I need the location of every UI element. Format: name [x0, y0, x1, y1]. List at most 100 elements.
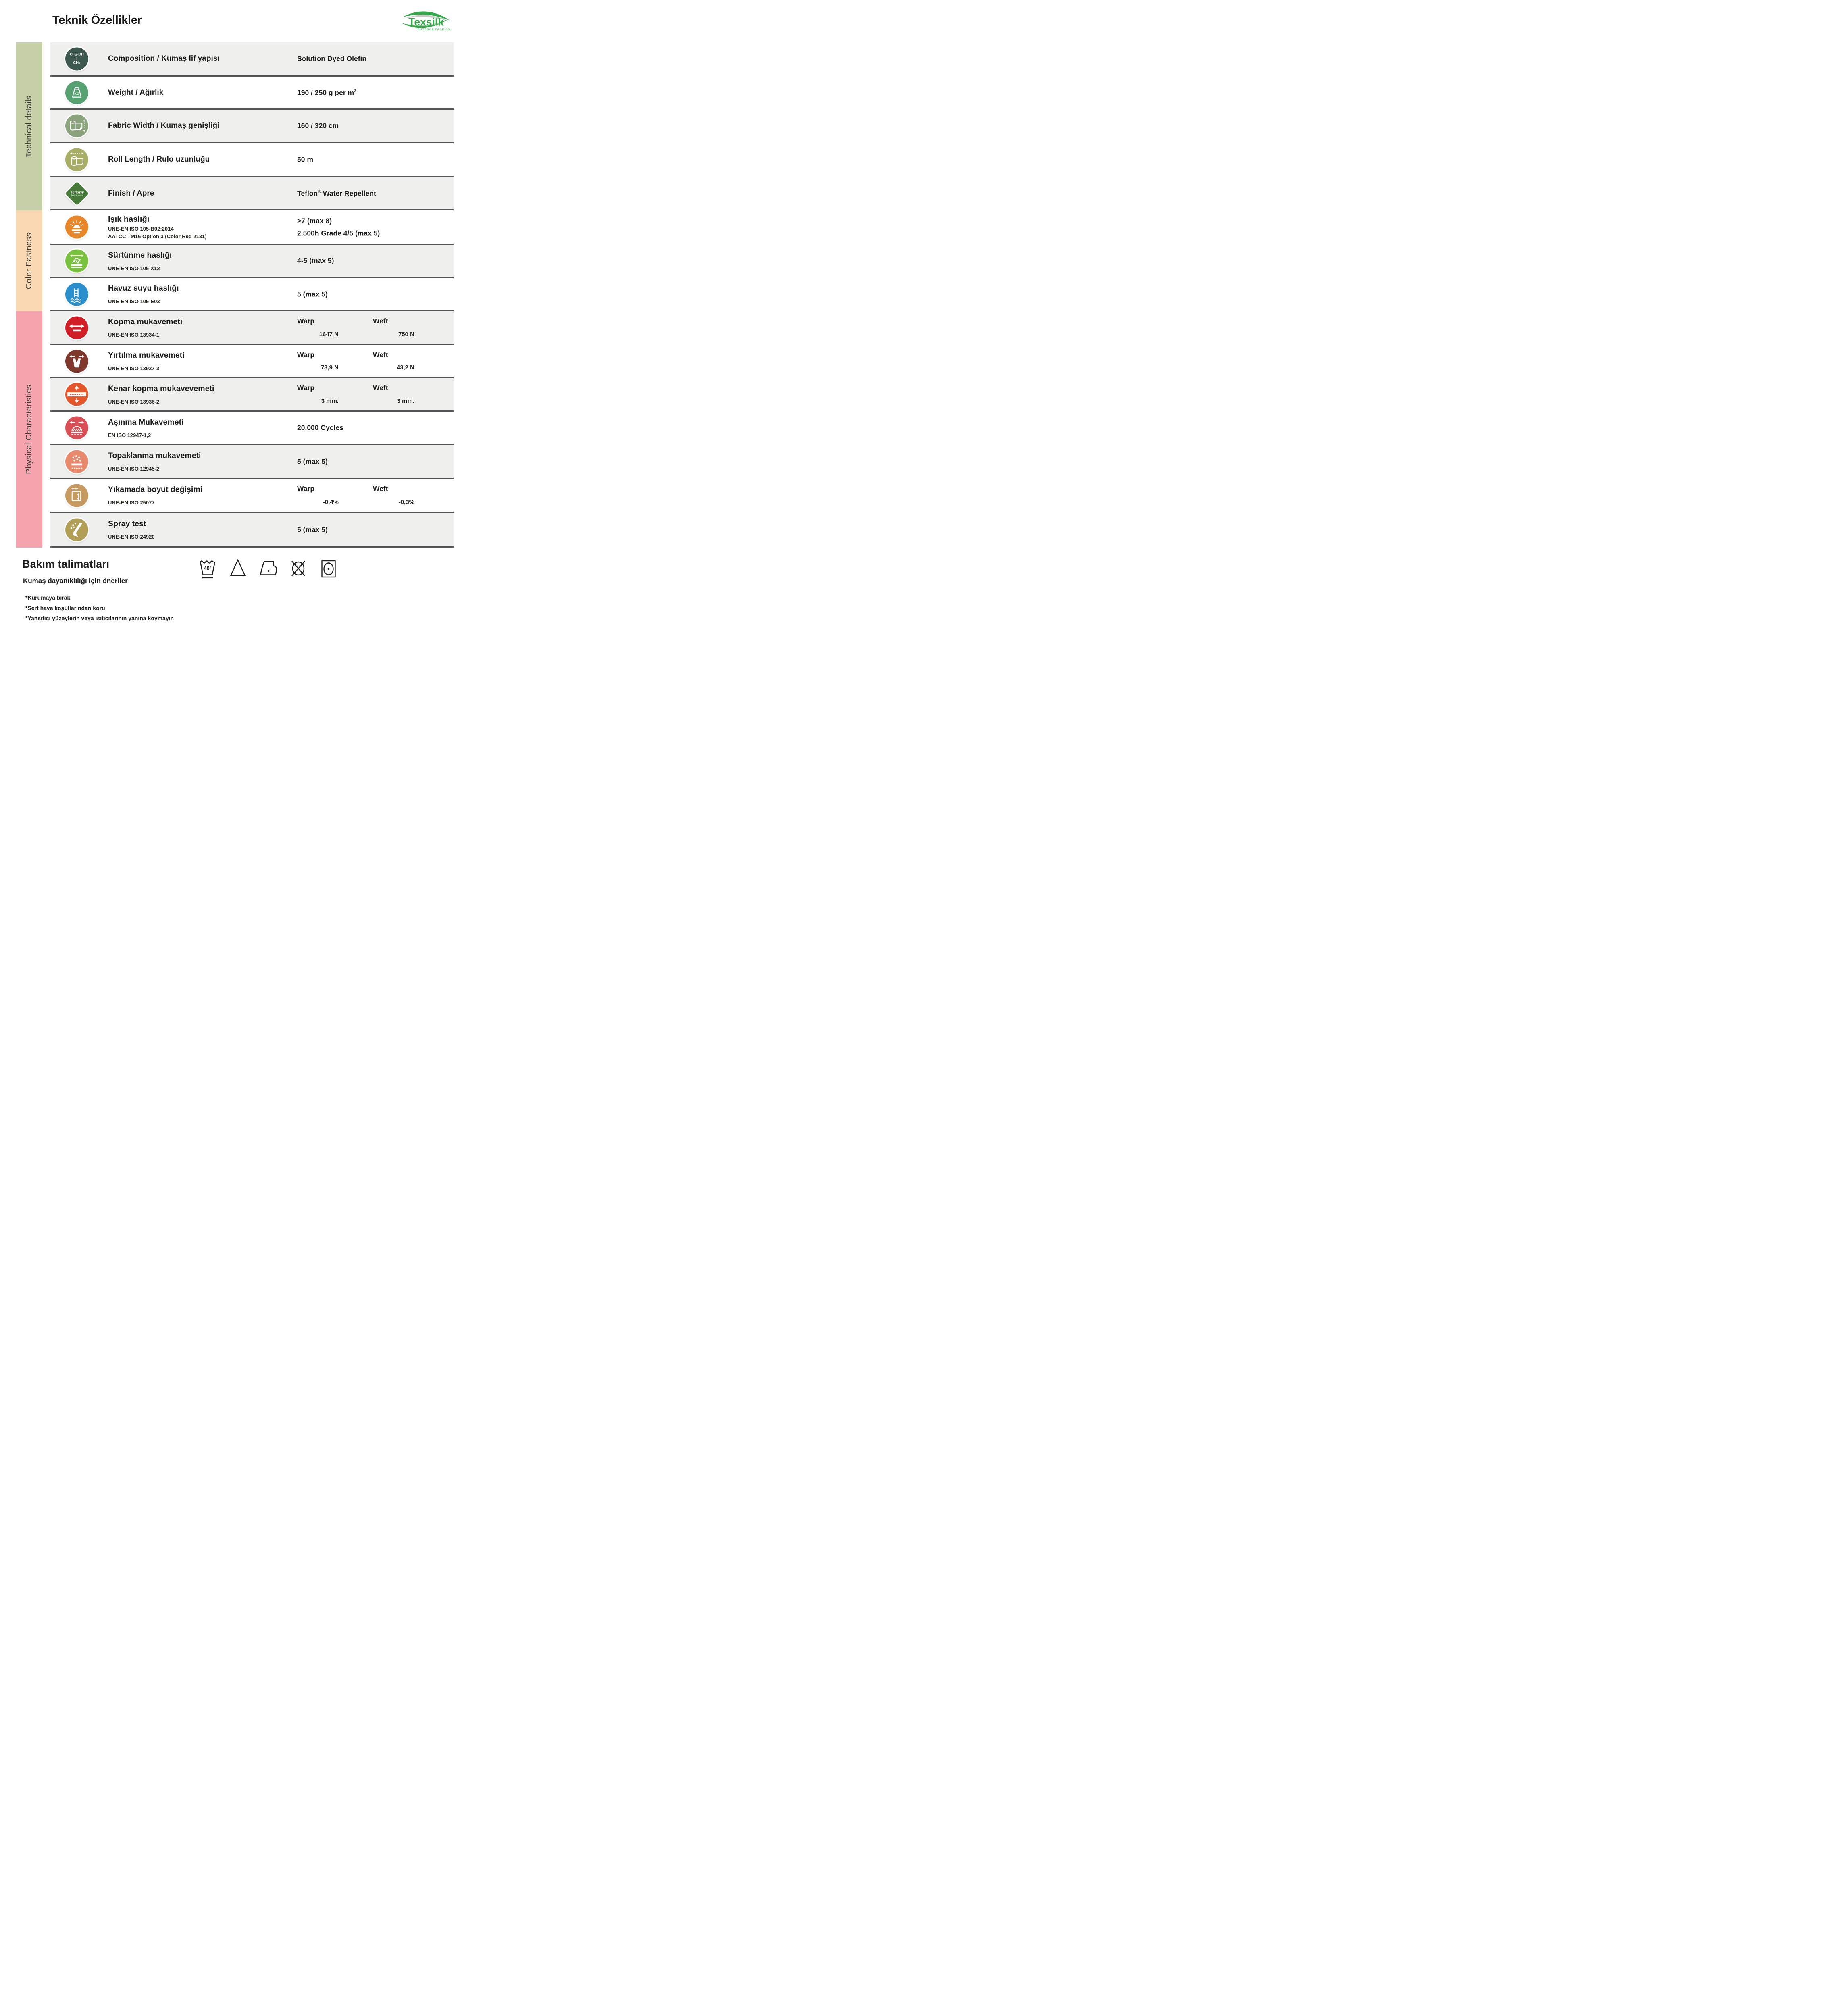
spray-test-icon: [65, 518, 88, 541]
row-label: Roll Length / Rulo uzunluğu: [108, 155, 210, 164]
svg-text:40º: 40º: [204, 566, 212, 571]
weft-value: 43,2 N: [396, 364, 414, 371]
warp-weft-values: Warp 3 mm. Weft 3 mm.: [297, 378, 418, 410]
iron-one-dot-icon: [260, 561, 277, 575]
care-note: *Yansıtıcı yüzeylerin veya ısıtıcılarını…: [25, 615, 174, 621]
weft-value: 750 N: [398, 331, 414, 338]
brand-tagline: OUTDOOR FABRICS: [418, 28, 450, 31]
texsilk-logo: Texsilk ® OUTDOOR FABRICS: [399, 7, 453, 34]
spec-table: CH₂-CH | CH₃ Composition / Kumaş lif yap…: [50, 42, 454, 548]
care-notes: *Kurumaya bırak *Sert hava koşullarından…: [25, 593, 174, 622]
spec-row-seam-slippage: Kenar kopma mukavevemeti UNE-EN ISO 1393…: [50, 378, 454, 412]
do-not-dryclean-icon: [291, 561, 305, 576]
row-label-block: Topaklanma mukavemeti UNE-EN ISO 12945-2: [108, 445, 201, 478]
spec-row-pool-water-fastness: Havuz suyu haslığı UNE-EN ISO 105-E03 5 …: [50, 278, 454, 311]
wash-40-icon: 40º: [200, 560, 216, 579]
spec-row-pilling-resistance: Topaklanma mukavemeti UNE-EN ISO 12945-2…: [50, 445, 454, 479]
row-label-block: Aşınma Mukavemeti EN ISO 12947-1,2: [108, 412, 184, 444]
spec-row-abrasion-resistance: Aşınma Mukavemeti EN ISO 12947-1,2 20.00…: [50, 412, 454, 445]
row-standard: EN ISO 12947-1,2: [108, 432, 151, 438]
row-standard: UNE-EN ISO 13937-3: [108, 365, 160, 371]
rubbing-fastness-icon: [65, 249, 88, 273]
sidebar-label: Color Fastness: [25, 232, 33, 289]
weft-label: Weft: [373, 351, 388, 359]
polypropylene-icon: CH₂-CH | CH₃: [65, 47, 88, 71]
row-label: Composition / Kumaş lif yapısı: [108, 54, 220, 63]
spec-row-tensile-strength: Kopma mukavemeti UNE-EN ISO 13934-1 Warp…: [50, 311, 454, 345]
teflon-icon: Teflon® fabric protector: [65, 181, 89, 206]
row-standard: UNE-EN ISO 25077: [108, 500, 155, 506]
row-value: 50 m: [297, 155, 313, 164]
row-title: Aşınma Mukavemeti: [108, 417, 184, 427]
row-title: Yırtılma mukavemeti: [108, 351, 185, 360]
spec-row-dimensional-change: Yıkamada boyut değişimi UNE-EN ISO 25077…: [50, 479, 454, 513]
spec-row-light-fastness: Işık haslığı UNE-EN ISO 105-B02:2014 AAT…: [50, 210, 454, 245]
weft-value: -0,3%: [398, 499, 414, 506]
care-note: *Sert hava koşullarından koru: [25, 604, 105, 611]
row-label-block: Işık haslığı UNE-EN ISO 105-B02:2014 AAT…: [108, 210, 207, 244]
row-standard: UNE-EN ISO 105-X12: [108, 265, 160, 271]
tear-strength-icon: [65, 350, 88, 373]
row-label-block: Yıkamada boyut değişimi UNE-EN ISO 25077: [108, 479, 202, 512]
warp-weft-values: Warp 73,9 N Weft 43,2 N: [297, 345, 418, 377]
category-sidebar: Technical details Color Fastness Physica…: [16, 42, 42, 548]
row-title: Kopma mukavemeti: [108, 317, 183, 326]
weft-value: 3 mm.: [397, 398, 414, 404]
spec-row-weight: KG Weight / Ağırlık 190 / 250 g per m2: [50, 77, 454, 110]
sidebar-label: Physical Characteristics: [25, 385, 33, 474]
row-value: 20.000 Cycles: [297, 423, 343, 432]
row-title: Işık haslığı: [108, 215, 150, 224]
row-title: Topaklanma mukavemeti: [108, 451, 201, 460]
warp-label: Warp: [297, 351, 315, 359]
fabric-width-icon: [65, 114, 88, 137]
spec-row-finish: Teflon® fabric protector Finish / Apre T…: [50, 177, 454, 210]
warp-label: Warp: [297, 317, 315, 325]
row-value: 190 / 250 g per m2: [297, 88, 357, 96]
care-title: Bakım talimatları: [22, 558, 110, 570]
dimensional-change-icon: [65, 484, 88, 507]
row-label-block: Kopma mukavemeti UNE-EN ISO 13934-1: [108, 311, 182, 344]
row-label-block: Yırtılma mukavemeti UNE-EN ISO 13937-3: [108, 345, 185, 377]
row-standard: UNE-EN ISO 12945-2: [108, 466, 160, 472]
warp-weft-values: Warp -0,4% Weft -0,3%: [297, 479, 418, 512]
light-fastness-icon: [65, 215, 88, 239]
sidebar-section-color-fastness: Color Fastness: [16, 210, 42, 311]
row-label: Weight / Ağırlık: [108, 88, 164, 97]
pilling-resistance-icon: [65, 450, 88, 473]
row-title: Yıkamada boyut değişimi: [108, 485, 203, 494]
row-value: 5 (max 5): [297, 290, 328, 298]
care-note: *Kurumaya bırak: [25, 594, 71, 601]
row-standard: UNE-EN ISO 24920: [108, 534, 155, 540]
row-value: Solution Dyed Olefin: [297, 54, 367, 63]
sidebar-section-technical-details: Technical details: [16, 42, 42, 210]
spec-row-roll-length: Roll Length / Rulo uzunluğu 50 m: [50, 143, 454, 177]
spec-row-tear-strength: Yırtılma mukavemeti UNE-EN ISO 13937-3 W…: [50, 345, 454, 378]
row-title: Havuz suyu haslığı: [108, 284, 179, 293]
abrasion-resistance-icon: [65, 416, 88, 439]
care-symbols: 40º: [198, 557, 338, 581]
weft-label: Weft: [373, 317, 388, 325]
row-standard: UNE-EN ISO 13934-1: [108, 332, 160, 338]
bleach-allowed-icon: [230, 559, 246, 576]
brand-registered-mark: ®: [442, 16, 445, 20]
row-title: Sürtünme haslığı: [108, 250, 172, 260]
row-value: 4-5 (max 5): [297, 256, 334, 265]
spec-row-rubbing-fastness: Sürtünme haslığı UNE-EN ISO 105-X12 4-5 …: [50, 245, 454, 278]
weft-label: Weft: [373, 485, 388, 493]
pool-water-fastness-icon: [65, 283, 88, 306]
tensile-strength-icon: [65, 316, 88, 339]
row-standard: UNE-EN ISO 105-E03: [108, 298, 160, 304]
warp-label: Warp: [297, 485, 315, 493]
row-standard: AATCC TM16 Option 3 (Color Red 2131): [108, 233, 207, 240]
technical-datasheet: Teknik Özellikler Texsilk ® OUTDOOR FABR…: [0, 0, 462, 622]
warp-weft-values: Warp 1647 N Weft 750 N: [297, 311, 418, 344]
texsilk-logo-icon: Texsilk ® OUTDOOR FABRICS: [402, 11, 450, 31]
care-subtitle: Kumaş dayanıklılığı için öneriler: [23, 577, 128, 585]
row-value: 5 (max 5): [297, 457, 328, 465]
tumble-dry-icon: [321, 560, 336, 578]
sidebar-label: Technical details: [25, 95, 33, 158]
roll-length-icon: [65, 148, 88, 171]
row-value: 160 / 320 cm: [297, 121, 339, 130]
seam-slippage-icon: [65, 383, 88, 406]
row-label-block: Sürtünme haslığı UNE-EN ISO 105-X12: [108, 245, 172, 277]
